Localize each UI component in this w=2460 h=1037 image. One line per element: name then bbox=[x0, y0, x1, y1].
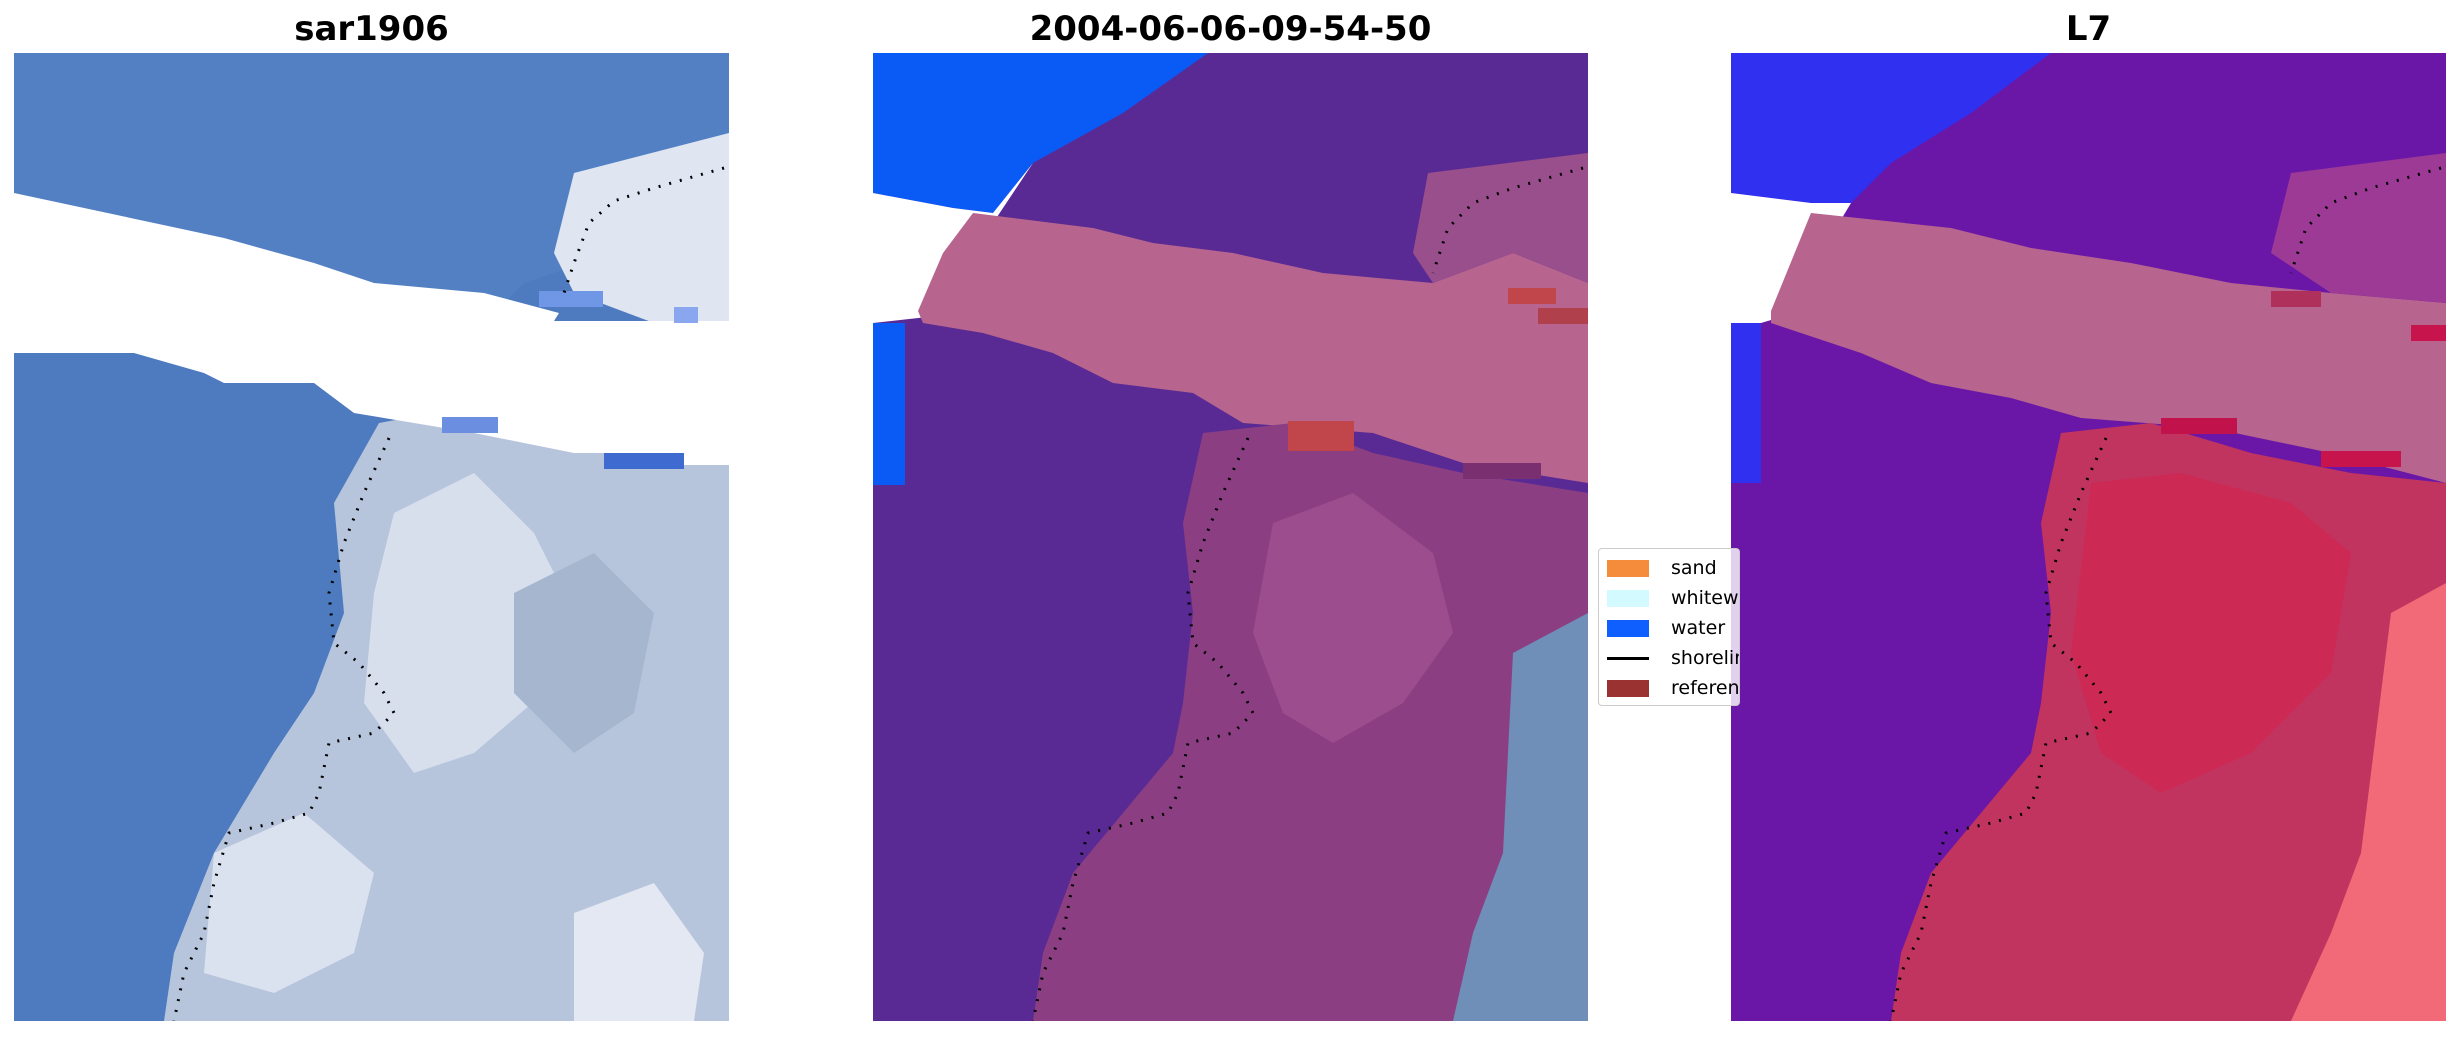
legend-item-sand: sand bbox=[1607, 555, 1717, 581]
legend-swatch-water bbox=[1607, 619, 1649, 637]
legend-item-water: water bbox=[1607, 615, 1725, 641]
legend-label-whitewater: whitewater bbox=[1671, 587, 1739, 609]
rgb-image-panel bbox=[14, 53, 729, 1021]
legend-label-reference-shoreline: reference shoreline bbox=[1671, 677, 1740, 699]
panel-title-classification: 2004-06-06-09-54-50 bbox=[1029, 9, 1432, 49]
legend-swatch-whitewater bbox=[1607, 589, 1649, 607]
panel-title-index: L7 bbox=[2065, 9, 2112, 49]
legend-item-reference-shoreline: reference shoreline bbox=[1607, 675, 1740, 701]
classification-panel bbox=[873, 53, 1588, 1021]
classification-image bbox=[873, 53, 1588, 1021]
legend-item-whitewater: whitewater bbox=[1607, 585, 1739, 611]
panel-title-rgb: sar1906 bbox=[294, 9, 449, 49]
legend-label-shoreline: shoreline bbox=[1671, 647, 1739, 669]
legend: sand whitewater water shoreline referenc… bbox=[1598, 548, 1740, 706]
legend-label-sand: sand bbox=[1671, 557, 1717, 579]
legend-line-shoreline bbox=[1607, 656, 1649, 660]
rgb-image bbox=[14, 53, 729, 1021]
index-image bbox=[1731, 53, 2446, 1021]
index-panel bbox=[1731, 53, 2446, 1021]
legend-label-water: water bbox=[1671, 617, 1726, 639]
legend-swatch-reference-shoreline bbox=[1607, 679, 1649, 697]
legend-item-shoreline: shoreline bbox=[1607, 645, 1739, 671]
legend-swatch-sand bbox=[1607, 559, 1649, 577]
